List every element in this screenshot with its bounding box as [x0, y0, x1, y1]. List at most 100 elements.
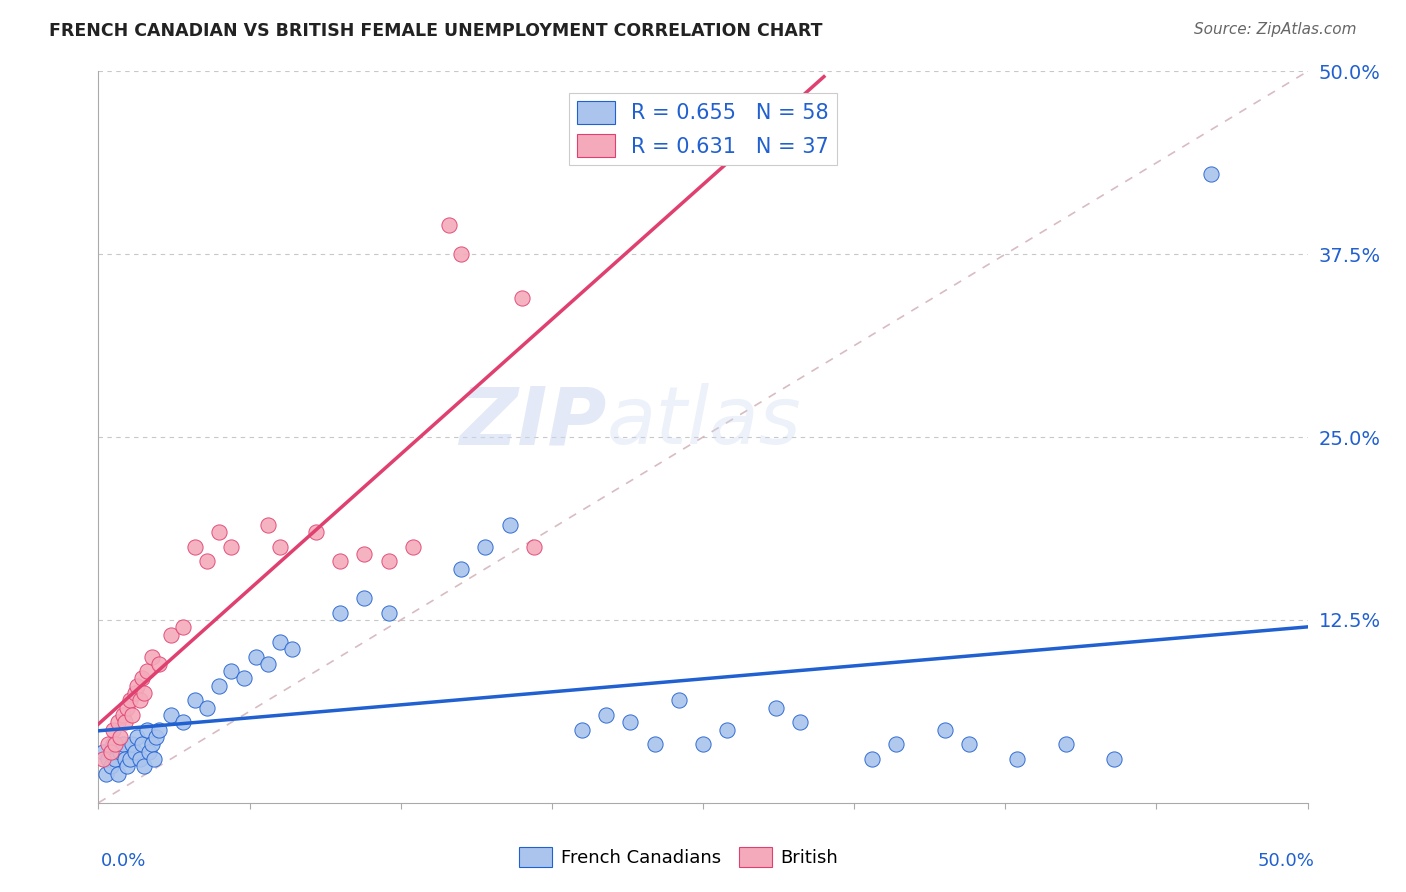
- Point: [1054, 737, 1077, 751]
- Point: [135, 723, 157, 737]
- Point: [160, 708, 183, 723]
- Point: [121, 708, 143, 723]
- Point: [118, 693, 141, 707]
- Point: [111, 737, 134, 751]
- Point: [101, 737, 124, 751]
- Point: [114, 752, 136, 766]
- Point: [107, 766, 129, 780]
- Point: [353, 591, 375, 605]
- Point: [134, 759, 156, 773]
- Point: [329, 606, 352, 620]
- Point: [131, 737, 153, 751]
- Point: [195, 700, 218, 714]
- Point: [1007, 752, 1029, 766]
- Point: [128, 752, 150, 766]
- Point: [668, 693, 690, 707]
- Point: [957, 737, 980, 751]
- Point: [97, 737, 120, 751]
- Point: [450, 247, 472, 261]
- Point: [101, 723, 124, 737]
- Text: 50.0%: 50.0%: [1258, 852, 1315, 870]
- Point: [1102, 752, 1125, 766]
- Point: [221, 664, 243, 678]
- Point: [118, 752, 141, 766]
- Point: [127, 679, 149, 693]
- Point: [498, 517, 520, 532]
- Point: [256, 517, 278, 532]
- Point: [114, 715, 136, 730]
- Point: [172, 620, 194, 634]
- Point: [108, 730, 131, 744]
- Point: [141, 737, 163, 751]
- Point: [269, 635, 291, 649]
- Point: [91, 745, 114, 759]
- Point: [134, 686, 156, 700]
- Point: [135, 664, 157, 678]
- Point: [172, 715, 194, 730]
- Point: [127, 730, 149, 744]
- Point: [131, 672, 153, 686]
- Point: [184, 540, 207, 554]
- Text: ZIP: ZIP: [458, 384, 606, 461]
- Point: [765, 700, 787, 714]
- Text: 0.0%: 0.0%: [101, 852, 146, 870]
- Point: [121, 737, 143, 751]
- Point: [437, 218, 460, 232]
- Point: [138, 745, 160, 759]
- Point: [108, 745, 131, 759]
- Point: [141, 649, 163, 664]
- Point: [117, 759, 139, 773]
- Point: [269, 540, 291, 554]
- Point: [245, 649, 267, 664]
- Point: [111, 708, 134, 723]
- Point: [97, 752, 120, 766]
- Point: [148, 723, 170, 737]
- Point: [377, 606, 399, 620]
- Point: [128, 693, 150, 707]
- Point: [124, 686, 146, 700]
- Point: [281, 642, 304, 657]
- Point: [104, 752, 127, 766]
- Point: [184, 693, 207, 707]
- Point: [523, 540, 546, 554]
- Text: FRENCH CANADIAN VS BRITISH FEMALE UNEMPLOYMENT CORRELATION CHART: FRENCH CANADIAN VS BRITISH FEMALE UNEMPL…: [49, 22, 823, 40]
- Point: [124, 745, 146, 759]
- Point: [100, 759, 122, 773]
- Point: [886, 737, 908, 751]
- Point: [860, 752, 883, 766]
- Point: [107, 715, 129, 730]
- Point: [160, 627, 183, 641]
- Point: [145, 730, 167, 744]
- Point: [377, 554, 399, 568]
- Text: Source: ZipAtlas.com: Source: ZipAtlas.com: [1194, 22, 1357, 37]
- Point: [934, 723, 956, 737]
- Point: [104, 737, 127, 751]
- Point: [221, 540, 243, 554]
- Point: [208, 679, 231, 693]
- Point: [329, 554, 352, 568]
- Point: [619, 715, 641, 730]
- Point: [195, 554, 218, 568]
- Point: [450, 562, 472, 576]
- Point: [353, 547, 375, 561]
- Point: [94, 766, 117, 780]
- Point: [232, 672, 254, 686]
- Point: [1199, 167, 1222, 181]
- Point: [208, 525, 231, 540]
- Point: [305, 525, 328, 540]
- Point: [692, 737, 714, 751]
- Point: [256, 657, 278, 671]
- Point: [571, 723, 593, 737]
- Point: [474, 540, 496, 554]
- Point: [117, 700, 139, 714]
- Point: [644, 737, 666, 751]
- Point: [595, 708, 617, 723]
- Point: [148, 657, 170, 671]
- Point: [510, 291, 533, 305]
- Point: [789, 715, 811, 730]
- Point: [716, 723, 738, 737]
- Point: [91, 752, 114, 766]
- Point: [100, 745, 122, 759]
- Point: [143, 752, 166, 766]
- Legend: R = 0.655   N = 58, R = 0.631   N = 37: R = 0.655 N = 58, R = 0.631 N = 37: [568, 93, 838, 165]
